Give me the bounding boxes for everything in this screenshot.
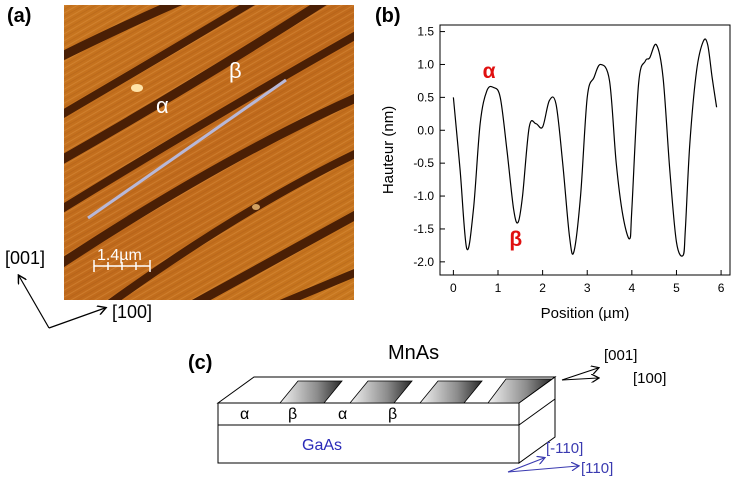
- chart-annotation: β: [509, 228, 522, 251]
- dir-label-001: [001]: [5, 248, 46, 268]
- afm-texture: [64, 5, 354, 300]
- gaas-front-face: [217, 402, 520, 464]
- stripe-trench: [279, 269, 354, 300]
- dir-label-100: [100]: [112, 302, 153, 322]
- afm-bright-spot: [252, 204, 260, 210]
- mnas-ridge: [419, 380, 483, 404]
- x-tick-label: 2: [539, 281, 546, 295]
- phase-label: β: [388, 406, 397, 423]
- stripe-trench: [64, 5, 327, 164]
- arrow-c-110: [507, 466, 578, 473]
- axis-arrows-c: [507, 350, 600, 473]
- y-tick-label: 0.5: [417, 90, 434, 104]
- phase-label: β: [288, 406, 297, 423]
- mnas-ridge: [349, 380, 413, 404]
- dir-label-c-110: [110]: [581, 460, 614, 477]
- x-axis-label: Position (µm): [541, 305, 630, 322]
- arrow-100: [48, 308, 105, 329]
- y-tick-label: -0.5: [413, 156, 434, 170]
- stripe-trench: [192, 210, 354, 300]
- series-line: [452, 38, 718, 257]
- dir-label-c-100: [100]: [633, 370, 667, 387]
- y-axis-label: Hauteur (nm): [380, 106, 397, 194]
- y-tick-label: 1.5: [417, 25, 434, 39]
- x-tick-label: 5: [673, 281, 680, 295]
- scale-bar-label: 1.4µm: [97, 247, 142, 264]
- x-tick-label: 0: [450, 281, 457, 295]
- x-tick-label: 4: [629, 281, 636, 295]
- y-tick-label: 0.0: [417, 123, 434, 137]
- arrow-c-100: [561, 378, 598, 380]
- stripe-trench: [64, 31, 354, 213]
- arrow-c-001: [561, 368, 598, 381]
- x-tick-label: 6: [718, 281, 725, 295]
- mnas-ridge: [487, 378, 554, 404]
- arrow-c-m110: [507, 458, 544, 473]
- stripe-trench: [64, 93, 354, 268]
- beta-label: β: [229, 58, 242, 83]
- afm-bright-spot: [131, 84, 143, 92]
- arrow-001: [19, 276, 50, 329]
- phase-label: α: [338, 406, 347, 423]
- panel-a-label: (a): [7, 5, 32, 27]
- layer-schematic: α β α β GaAs: [216, 376, 557, 464]
- interface-line-side: [518, 398, 556, 426]
- panel-c-label: (c): [188, 352, 213, 374]
- phase-label: α: [240, 406, 249, 423]
- scale-bar: [93, 260, 151, 272]
- x-tick-label: 3: [584, 281, 591, 295]
- mnas-label: MnAs: [388, 342, 440, 364]
- mnas-ridge: [279, 380, 343, 404]
- dir-label-c-001: [001]: [604, 347, 638, 364]
- y-tick-label: -2.0: [413, 255, 434, 269]
- panel-b-label: (b): [375, 5, 401, 27]
- y-tick-label: -1.0: [413, 189, 434, 203]
- y-tick-label: -1.5: [413, 222, 434, 236]
- chart-annotation: α: [483, 60, 496, 83]
- stripe-trench: [64, 5, 256, 118]
- axis-arrows-a: [5, 268, 115, 329]
- height-profile-chart: 0 1 2 3 4 5 6 -2.0 -1.5 -1.0 -0.5 0.0 0.5 1.0 1.5 α β P…: [380, 24, 731, 322]
- alpha-label: α: [156, 93, 169, 118]
- dir-label-c-m110: [-110]: [546, 440, 584, 457]
- plot-frame: [439, 24, 731, 276]
- y-tick-label: 1.0: [417, 57, 434, 71]
- afm-image: α β 1.4µm: [64, 5, 354, 300]
- stripe-trench: [107, 150, 354, 300]
- stripe-trench: [64, 5, 183, 61]
- profile-line: [87, 78, 287, 220]
- afm-stripes: [64, 5, 354, 300]
- x-tick-label: 1: [495, 281, 502, 295]
- gaas-label: GaAs: [302, 437, 342, 454]
